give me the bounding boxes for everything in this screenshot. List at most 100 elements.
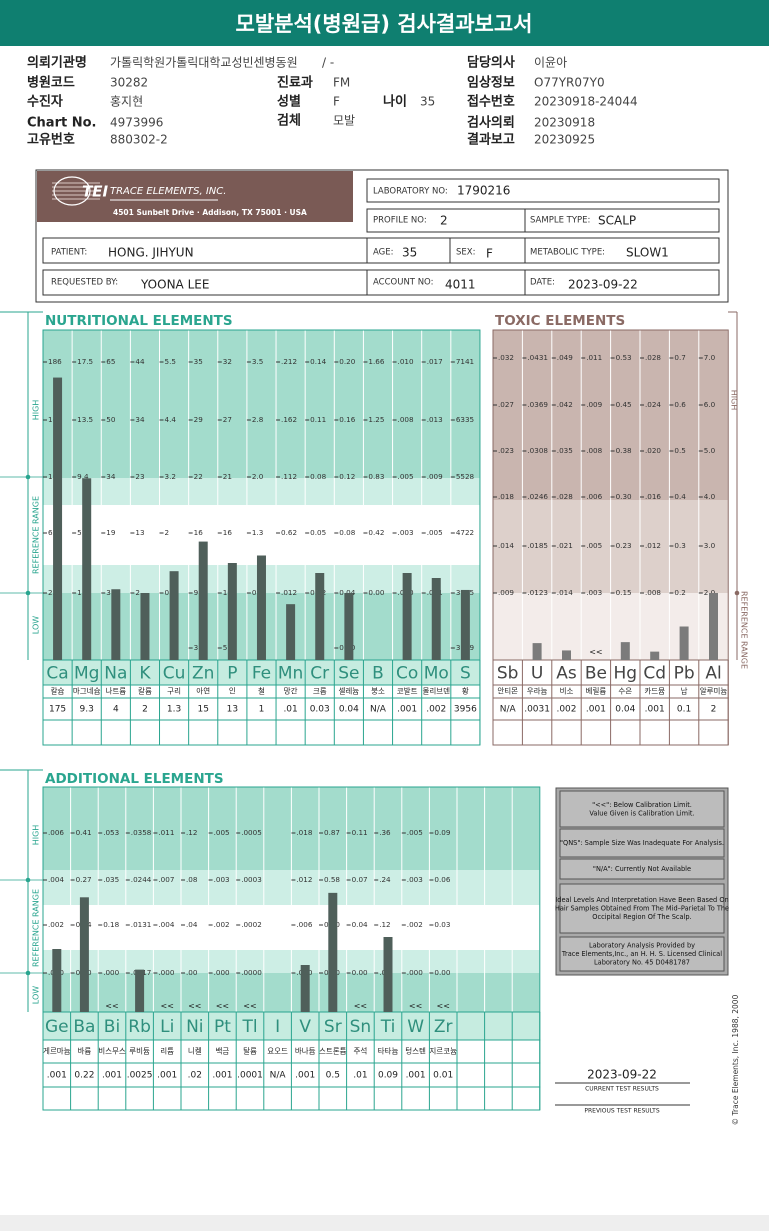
tick-label: .020 [645,446,661,455]
info-value: 30282 [110,76,148,90]
tick-label: 0.7 [674,353,685,362]
lab-value: 4011 [445,278,476,292]
result-bar [460,589,470,660]
tick-label: .016 [645,492,661,501]
tick-label: 44 [135,357,145,366]
below-limit-flag: << [589,648,602,657]
info-value: 880302-2 [110,133,168,147]
element-symbol: Li [160,1017,174,1037]
tick-label: .002 [407,920,423,929]
info-value: O77YR07Y0 [534,76,605,90]
tick-label: .000 [407,968,423,977]
company-name: TRACE ELEMENTS, INC. [110,186,226,197]
info-label: 결과보고 [467,132,515,148]
tick-label: .028 [645,353,661,362]
element-symbol: Mn [278,664,303,684]
lab-value: 2 [440,214,448,228]
element-symbol: Co [396,664,418,684]
element-result: 2 [711,705,717,715]
lab-value: HONG. JIHYUN [108,246,194,260]
element-name: 수은 [618,687,632,696]
tick-label: .003 [214,875,230,884]
chart-frame [492,329,729,661]
element-name: 루비듐 [129,1047,150,1056]
tick-label: 0.6 [674,400,686,409]
copyright: © Trace Elements, Inc. 1988, 2000 [731,994,740,1125]
side-label: HIGH [32,825,41,846]
tick-label: .12 [379,920,390,929]
lab-label: PATIENT: [51,248,87,258]
element-symbol: Ca [46,664,68,684]
element-result: .0001 [237,1071,263,1081]
result-bar [344,593,354,660]
element-symbol: Mg [74,664,99,684]
lab-value: SLOW1 [626,246,669,260]
info-label: 임상정보 [467,75,515,91]
side-label: HIGH [730,390,739,411]
tick-label: .010 [398,357,414,366]
element-name: 크롬 [313,687,327,696]
lab-label: PROFILE NO: [373,216,427,226]
tick-label: 4.4 [165,415,177,424]
tick-label: 0.14 [310,357,326,366]
result-bar [82,478,92,660]
note-text: Occipital Region Of The Scalp. [592,913,691,921]
tick-label: 13.5 [77,415,93,424]
element-symbol: Ge [45,1017,69,1037]
info-value: 이윤아 [534,56,567,70]
tick-label: 0.05 [310,528,326,537]
element-result: .001 [406,1071,426,1081]
note-text: Laboratory Analysis Provided by [589,942,695,950]
element-result: 0.1 [677,705,691,715]
element-symbol: K [139,664,151,684]
tick-label: 0.15 [616,588,632,597]
element-symbol: Sr [324,1017,342,1037]
element-result: .001 [295,1071,315,1081]
info-label: 담당의사 [467,55,515,71]
note-text: Laboratory No. 45 D0481787 [594,959,690,967]
tick-label: 21 [223,472,232,481]
info-label: 나이 [383,94,407,110]
element-result: 15 [197,705,208,715]
tick-label: 2.8 [252,415,264,424]
element-result: 2 [142,705,148,715]
info-value: 20230918-24044 [534,95,638,109]
tick-label: 10 [223,588,233,597]
info-value: / - [322,56,334,70]
result-bar [562,650,571,660]
element-symbol: V [299,1017,311,1037]
tick-label: .003 [586,588,602,597]
element-symbol: Sb [497,664,519,684]
symbol-row [42,659,481,686]
tick-label: 6.0 [704,400,716,409]
tick-label: .011 [586,353,602,362]
result-bar [140,593,150,660]
tick-label: .0123 [527,588,548,597]
element-symbol: Cu [163,664,186,684]
section-title: TOXIC ELEMENTS [495,313,625,329]
element-symbol: Ni [186,1017,203,1037]
element-name: 황 [462,686,469,696]
tick-label: .013 [427,415,443,424]
tick-label: 63 [48,528,57,537]
tick-label: 5 [223,643,228,652]
tick-label: .0185 [527,541,548,550]
tick-label: 0.3 [674,541,685,550]
element-symbol: Zn [192,664,214,684]
element-result: 175 [49,705,66,715]
result-bar [650,651,660,660]
below-limit-flag: << [409,1002,422,1011]
tick-label: .005 [214,828,230,837]
tick-label: 0.09 [434,828,450,837]
element-name: 칼륨 [138,687,152,696]
lab-value: SCALP [598,214,636,228]
tick-label: .023 [498,446,514,455]
element-result: .001 [47,1071,67,1081]
element-result: 0.22 [74,1071,94,1081]
tick-label: .0002 [241,920,262,929]
note-text: Trace Elements,Inc., an H. H. S. License… [561,950,722,958]
tick-label: 0.00 [352,968,368,977]
tick-label: .012 [645,541,661,550]
info-value: 가톨릭학원가톨릭대학교성빈센병동원 [110,56,298,70]
